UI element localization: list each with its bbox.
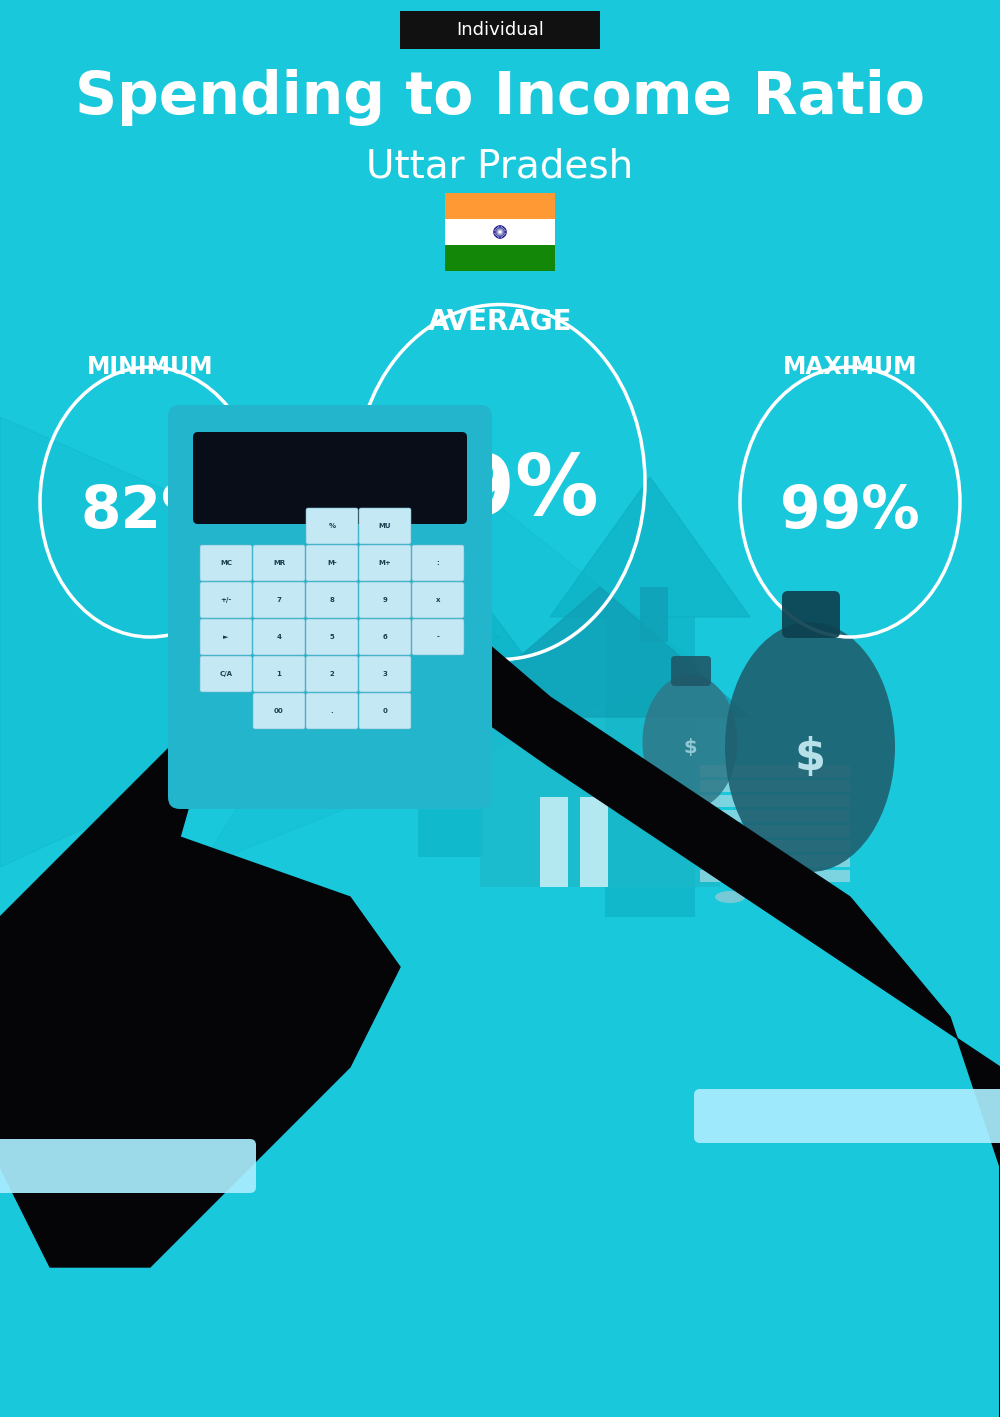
FancyBboxPatch shape [359, 619, 411, 655]
FancyBboxPatch shape [306, 656, 358, 691]
FancyBboxPatch shape [540, 796, 568, 887]
FancyBboxPatch shape [306, 582, 358, 618]
FancyBboxPatch shape [700, 840, 850, 852]
Text: C/A: C/A [219, 672, 232, 677]
FancyBboxPatch shape [412, 582, 464, 618]
Text: AVERAGE: AVERAGE [428, 307, 572, 336]
Text: MU: MU [379, 523, 391, 529]
FancyBboxPatch shape [700, 765, 850, 777]
Text: 3: 3 [383, 672, 387, 677]
FancyBboxPatch shape [400, 11, 600, 50]
FancyBboxPatch shape [306, 546, 358, 581]
Text: 00: 00 [274, 708, 284, 714]
Text: 99%: 99% [780, 483, 920, 540]
FancyBboxPatch shape [200, 656, 252, 691]
Text: ►: ► [223, 633, 229, 640]
FancyBboxPatch shape [700, 811, 850, 822]
FancyBboxPatch shape [306, 619, 358, 655]
FancyBboxPatch shape [580, 796, 608, 887]
FancyBboxPatch shape [168, 405, 492, 809]
Ellipse shape [642, 674, 738, 809]
Text: x: x [436, 597, 440, 604]
Text: Individual: Individual [456, 21, 544, 40]
Text: .: . [331, 708, 333, 714]
Text: 0: 0 [383, 708, 387, 714]
Circle shape [499, 231, 501, 234]
FancyBboxPatch shape [359, 509, 411, 544]
FancyBboxPatch shape [480, 717, 720, 887]
Polygon shape [450, 638, 1000, 1417]
FancyBboxPatch shape [200, 546, 252, 581]
FancyBboxPatch shape [700, 870, 850, 881]
Ellipse shape [785, 891, 815, 903]
FancyBboxPatch shape [359, 546, 411, 581]
Polygon shape [550, 478, 750, 616]
FancyBboxPatch shape [782, 591, 840, 638]
Text: MAXIMUM: MAXIMUM [783, 356, 917, 378]
Text: Uttar Pradesh: Uttar Pradesh [366, 147, 634, 186]
FancyBboxPatch shape [0, 1139, 256, 1193]
Text: 2: 2 [330, 672, 334, 677]
FancyBboxPatch shape [253, 619, 305, 655]
Ellipse shape [725, 622, 895, 871]
FancyBboxPatch shape [445, 193, 555, 220]
FancyBboxPatch shape [359, 582, 411, 618]
Text: $: $ [794, 735, 826, 778]
Polygon shape [375, 557, 525, 657]
FancyBboxPatch shape [640, 587, 668, 642]
Polygon shape [0, 417, 500, 867]
Text: 89%: 89% [400, 452, 600, 533]
Text: M-: M- [327, 560, 337, 565]
Text: :: : [437, 560, 439, 565]
FancyBboxPatch shape [445, 220, 555, 245]
Text: MINIMUM: MINIMUM [87, 356, 213, 378]
FancyBboxPatch shape [700, 825, 850, 837]
Text: 1: 1 [277, 672, 281, 677]
FancyBboxPatch shape [412, 546, 464, 581]
FancyBboxPatch shape [306, 509, 358, 544]
FancyBboxPatch shape [445, 245, 555, 271]
FancyBboxPatch shape [193, 432, 467, 524]
Text: $: $ [683, 737, 697, 757]
Text: 82%: 82% [80, 483, 220, 540]
Polygon shape [450, 587, 750, 717]
Text: 9: 9 [383, 597, 387, 604]
FancyBboxPatch shape [700, 795, 850, 808]
FancyBboxPatch shape [359, 693, 411, 728]
Text: -: - [437, 633, 439, 640]
Text: MC: MC [220, 560, 232, 565]
FancyBboxPatch shape [700, 854, 850, 867]
Text: 8: 8 [330, 597, 334, 604]
Text: MR: MR [273, 560, 285, 565]
FancyBboxPatch shape [418, 657, 482, 857]
FancyBboxPatch shape [306, 693, 358, 728]
FancyBboxPatch shape [605, 616, 695, 917]
FancyBboxPatch shape [200, 619, 252, 655]
FancyBboxPatch shape [671, 656, 711, 686]
Circle shape [493, 225, 507, 239]
Text: +/-: +/- [220, 597, 232, 604]
FancyBboxPatch shape [253, 546, 305, 581]
Text: 7: 7 [277, 597, 281, 604]
FancyBboxPatch shape [253, 693, 305, 728]
Text: Spending to Income Ratio: Spending to Income Ratio [75, 68, 925, 126]
Ellipse shape [750, 891, 780, 903]
Text: 5: 5 [330, 633, 334, 640]
Text: 6: 6 [383, 633, 387, 640]
FancyBboxPatch shape [253, 582, 305, 618]
FancyBboxPatch shape [200, 582, 252, 618]
Polygon shape [200, 468, 700, 867]
Polygon shape [0, 667, 400, 1267]
FancyBboxPatch shape [253, 656, 305, 691]
FancyBboxPatch shape [700, 779, 850, 792]
Text: %: % [328, 523, 336, 529]
FancyBboxPatch shape [694, 1090, 1000, 1144]
Text: M+: M+ [379, 560, 391, 565]
FancyBboxPatch shape [359, 656, 411, 691]
FancyBboxPatch shape [412, 619, 464, 655]
Text: 4: 4 [276, 633, 282, 640]
Ellipse shape [715, 891, 745, 903]
